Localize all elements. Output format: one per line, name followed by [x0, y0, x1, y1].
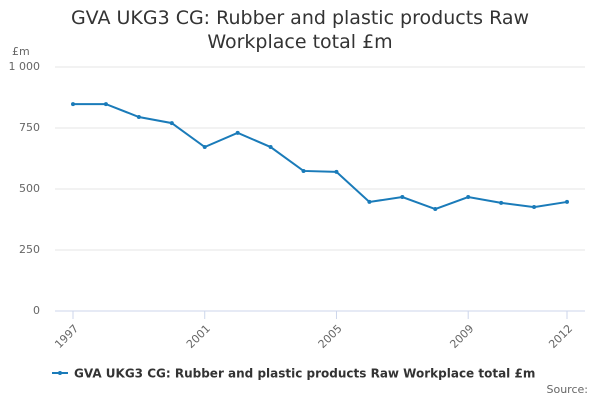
point — [235, 130, 240, 135]
x-tick-label: 2005 — [316, 322, 345, 351]
chart-title: GVA UKG3 CG: Rubber and plastic products… — [70, 7, 530, 53]
source: Source: — [547, 383, 589, 396]
x-tick-label: 2001 — [184, 322, 213, 351]
point — [532, 205, 537, 210]
y-tick-label: 750 — [19, 121, 40, 134]
point — [103, 102, 108, 107]
point — [499, 200, 504, 205]
point — [71, 102, 75, 107]
y-axis-label: £m — [12, 45, 30, 58]
legend-marker — [58, 371, 62, 375]
point — [301, 168, 306, 173]
point — [400, 195, 405, 200]
point — [565, 199, 569, 204]
point — [136, 115, 141, 120]
point — [466, 195, 471, 200]
point — [169, 121, 174, 126]
y-tick-label: 0 — [33, 304, 40, 317]
x-tick-label: 1997 — [52, 322, 81, 351]
point — [268, 145, 273, 150]
point — [334, 169, 339, 174]
x-tick-label: 2009 — [447, 322, 476, 351]
point — [367, 199, 372, 204]
y-tick-label: 250 — [19, 243, 40, 256]
legend-label: GVA UKG3 CG: Rubber and plastic products… — [74, 367, 535, 381]
series-line — [73, 103, 568, 211]
point — [202, 145, 207, 150]
x-tick-label: 2012 — [546, 322, 575, 351]
y-tick-label: 1 000 — [9, 60, 41, 73]
point — [433, 207, 438, 212]
y-tick-label: 500 — [19, 182, 40, 195]
